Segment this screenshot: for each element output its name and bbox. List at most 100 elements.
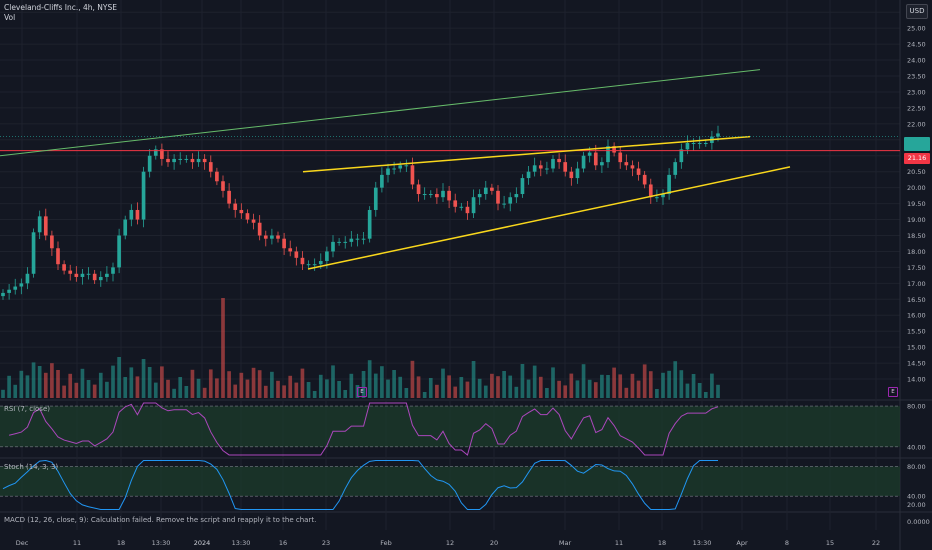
volume-bar <box>410 360 415 398</box>
candle-body <box>105 273 109 277</box>
candle-body <box>679 149 684 163</box>
y-tick-label: 17.00 <box>907 280 926 288</box>
x-tick-label: 13:30 <box>152 539 171 547</box>
y-tick-label: 18.50 <box>907 232 926 240</box>
candle-body <box>575 168 580 179</box>
volume-bar <box>349 373 354 398</box>
y-tick-label: 17.50 <box>907 264 926 272</box>
candle-body <box>202 158 207 163</box>
currency-button[interactable]: USD <box>906 4 928 19</box>
x-tick-label: 23 <box>322 539 330 547</box>
volume-bar <box>184 386 189 398</box>
volume-bar <box>129 367 134 398</box>
x-tick-label: 13:30 <box>693 539 712 547</box>
candle-body <box>441 190 445 198</box>
x-tick-label: 18 <box>117 539 125 547</box>
candle-body <box>147 155 152 172</box>
y-tick-label: 15.50 <box>907 328 926 336</box>
candle-body <box>624 162 629 166</box>
volume-bar <box>612 367 616 398</box>
x-tick-label: 2024 <box>194 539 211 547</box>
candle-body <box>483 187 488 195</box>
trend-lines[interactable] <box>0 69 900 270</box>
candle-body <box>215 171 219 182</box>
volume-bar <box>563 385 568 398</box>
candle-body <box>716 133 720 137</box>
candle-body <box>551 158 555 169</box>
volume-bar <box>422 392 427 398</box>
candle-body <box>471 197 476 214</box>
volume-bar <box>331 365 335 398</box>
x-tick-label: 16 <box>279 539 287 547</box>
earnings-badge-right[interactable]: E <box>888 387 898 397</box>
candle-body <box>288 248 293 252</box>
earnings-badge[interactable]: E <box>357 387 367 397</box>
volume-bar <box>208 369 213 398</box>
volume-bar <box>673 361 678 398</box>
candle-body <box>367 209 372 239</box>
volume-bar <box>221 298 225 398</box>
volume-bar <box>282 385 286 398</box>
volume-bar <box>141 359 146 398</box>
candles <box>1 125 720 300</box>
chart-title: Cleveland-Cliffs Inc., 4h, NYSE <box>4 3 117 12</box>
volume-bar <box>245 379 250 398</box>
volume-bar <box>166 379 170 398</box>
oscillator-lines <box>2 402 719 511</box>
stoch-label: Stoch (14, 3, 3) <box>4 463 59 471</box>
volume-bar <box>178 377 183 398</box>
volume-bar <box>636 380 641 398</box>
candle-body <box>86 273 91 275</box>
y-tick-label: 14.50 <box>907 360 926 368</box>
volume-bar <box>263 385 268 398</box>
volume-bar <box>428 378 433 398</box>
rsi-pane[interactable] <box>0 405 900 448</box>
volume-bar <box>68 373 73 398</box>
y-tick-label: 15.00 <box>907 344 926 352</box>
volume-bar <box>453 386 458 398</box>
candle-body <box>502 203 506 205</box>
volume-bar <box>25 375 30 398</box>
candle-body <box>56 248 60 265</box>
volume-bar <box>31 362 36 398</box>
volume-bar <box>435 384 439 398</box>
candle-body <box>520 178 525 195</box>
volume-bar <box>606 375 610 398</box>
candle-body <box>587 152 592 156</box>
candle-body <box>160 149 164 159</box>
volume-label: Vol <box>4 13 16 22</box>
candle-body <box>337 241 341 243</box>
candle-body <box>1 292 5 297</box>
candle-body <box>184 158 189 160</box>
rsi-band <box>0 406 900 447</box>
volume-bar <box>300 368 305 398</box>
volume-bar <box>62 385 66 398</box>
candle-body <box>117 235 121 268</box>
candle-body <box>190 158 195 163</box>
volume-bar <box>490 373 494 398</box>
volume-bar <box>386 379 390 398</box>
candle-body <box>196 158 201 163</box>
volume-bar <box>593 382 598 398</box>
volume-bar <box>624 387 629 398</box>
candle-body <box>306 264 311 266</box>
candle-body <box>31 232 36 274</box>
volume-bar <box>325 379 329 398</box>
volume-bar <box>655 389 659 398</box>
candle-body <box>667 174 671 195</box>
x-tick-label: 20 <box>490 539 498 547</box>
candle-body <box>153 149 158 156</box>
stoch-pane[interactable] <box>0 466 900 497</box>
candle-body <box>62 264 66 271</box>
y-tick-label: 25.00 <box>907 25 926 33</box>
volume-bar <box>538 376 543 398</box>
y-tick-label: 24.50 <box>907 41 926 49</box>
x-tick-label: 11 <box>73 539 81 547</box>
y-tick-label: 16.00 <box>907 312 926 320</box>
candle-body <box>569 171 574 179</box>
rsi-tick: 80.00 <box>907 403 926 411</box>
volume-bar <box>153 382 158 398</box>
volume-bar <box>600 374 604 398</box>
volume-bar <box>514 386 519 398</box>
